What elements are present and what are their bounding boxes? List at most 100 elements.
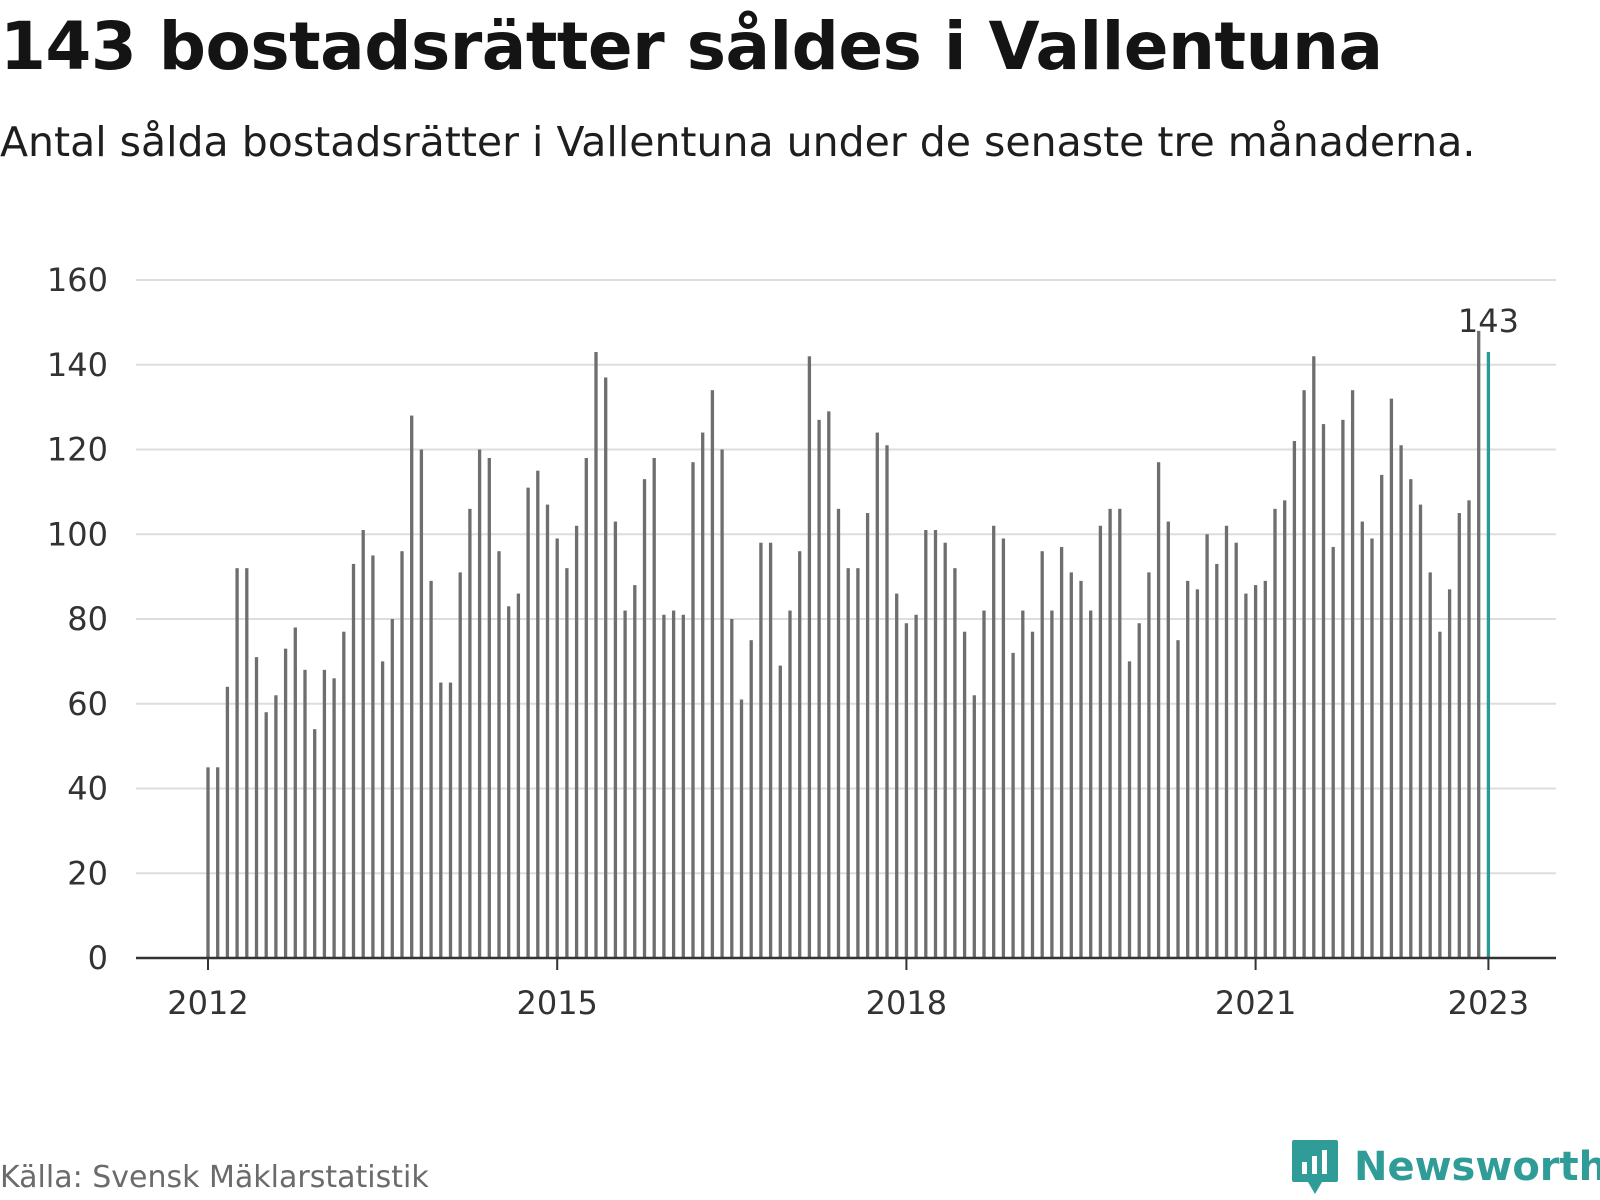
bar (1205, 534, 1209, 958)
bar (1244, 593, 1248, 958)
bar (206, 767, 210, 958)
bar (739, 699, 744, 958)
bar (671, 610, 676, 958)
bar (477, 449, 482, 958)
bar (468, 508, 472, 958)
bar (332, 678, 336, 958)
bar (390, 619, 394, 958)
bar (885, 445, 889, 958)
bar (1050, 610, 1054, 958)
bar (1302, 390, 1306, 958)
bar (410, 415, 414, 959)
bar (924, 530, 928, 958)
bar (623, 610, 627, 958)
bar (497, 551, 501, 958)
bar (245, 568, 249, 958)
bar (1069, 572, 1073, 958)
x-tick-label: 2018 (866, 984, 947, 1022)
bar (807, 356, 812, 958)
bar (613, 521, 618, 958)
bar (652, 457, 656, 958)
bar (962, 631, 967, 958)
bar (788, 610, 792, 958)
bar (1234, 542, 1238, 958)
x-tick-label: 2023 (1448, 984, 1529, 1022)
bar (817, 419, 821, 958)
chart-title: 143 bostadsrätter såldes i Vallentuna (0, 8, 1383, 85)
bar (1263, 580, 1267, 958)
bar (1059, 546, 1064, 958)
bar (235, 568, 239, 958)
bar (371, 555, 375, 958)
y-tick-label: 120 (47, 431, 108, 469)
bar (1108, 508, 1112, 958)
bar (293, 627, 297, 958)
bar (1224, 525, 1229, 958)
bar (701, 432, 705, 958)
highlight-bar (1486, 352, 1491, 959)
bar (604, 377, 608, 958)
x-tick-label: 2015 (516, 984, 597, 1022)
bar (798, 551, 802, 958)
bar (1360, 521, 1364, 958)
y-tick-label: 0 (88, 939, 108, 977)
bar (507, 606, 511, 958)
bar (1447, 589, 1452, 958)
bar (264, 712, 268, 958)
bar (1331, 546, 1335, 958)
bar (555, 538, 559, 958)
bar (759, 542, 763, 958)
bar (827, 411, 831, 958)
bar (594, 352, 598, 959)
bar (1370, 538, 1374, 958)
bar (1457, 513, 1461, 958)
bar (992, 525, 996, 958)
bar (1215, 563, 1219, 958)
bar (448, 682, 453, 958)
bar (1166, 521, 1170, 958)
bar (943, 542, 947, 958)
bar (895, 593, 899, 958)
bar (313, 729, 317, 958)
bar (720, 449, 724, 958)
y-tick-label: 80 (67, 600, 108, 638)
bar (1186, 580, 1190, 958)
bar (419, 449, 424, 958)
bar (933, 530, 938, 958)
bar (1030, 631, 1035, 958)
bar (1273, 508, 1277, 958)
bar (1195, 589, 1200, 958)
y-tick-label: 60 (67, 685, 108, 723)
bar (730, 619, 734, 958)
bar (1399, 445, 1403, 958)
bar (1312, 356, 1316, 958)
bar (691, 462, 695, 958)
bar (836, 508, 841, 958)
bar (681, 614, 685, 958)
bar (487, 457, 491, 958)
bar (439, 682, 443, 958)
bar (254, 657, 259, 958)
highlight-data-label: 143 (1458, 302, 1519, 340)
bar (400, 551, 404, 958)
bar (865, 513, 870, 958)
bar (846, 568, 850, 958)
bar (1438, 631, 1442, 958)
bar (1321, 424, 1326, 958)
bar (545, 504, 550, 958)
y-tick-label: 20 (67, 854, 108, 892)
bar (1127, 661, 1132, 958)
bar (303, 669, 307, 958)
bar (662, 614, 666, 958)
bar (574, 525, 579, 958)
bar (856, 568, 860, 958)
bar (982, 610, 986, 958)
y-tick-label: 160 (47, 261, 108, 299)
bar (1428, 572, 1432, 958)
newsworthy-logo: Newsworthy (1290, 1138, 1600, 1196)
bar-chart: 0 20 40 60 80 100 120 140 160 2012 2015 2018 2021 202… (47, 261, 1556, 1022)
bar (633, 585, 637, 958)
bar (526, 487, 530, 958)
bar (953, 568, 957, 958)
bar (1118, 508, 1122, 958)
